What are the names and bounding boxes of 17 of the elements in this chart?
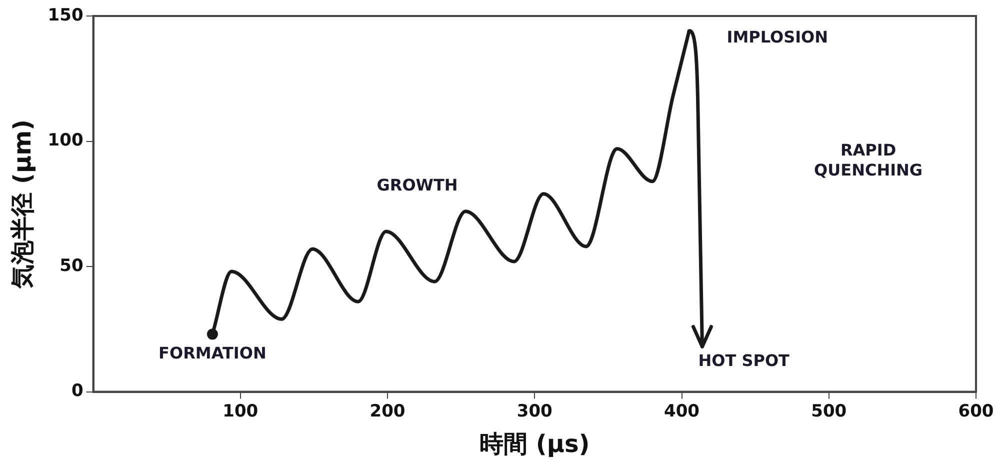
x-tick-label: 500 (811, 401, 847, 422)
x-tick-label: 100 (222, 401, 258, 422)
x-tick-label: 200 (370, 401, 406, 422)
x-tick-label: 400 (664, 401, 700, 422)
annotation: GROWTH (376, 175, 458, 194)
annotation: HOT SPOT (698, 350, 790, 370)
annotation: IMPLOSION (726, 28, 828, 47)
x-tick-label: 300 (516, 401, 553, 422)
y-tick-label: 150 (48, 5, 84, 26)
annotation: FORMATION (158, 343, 266, 362)
x-axis-title: 時間 (μs) (480, 430, 590, 458)
x-tick-label: 600 (958, 401, 994, 422)
y-tick-label: 100 (48, 130, 84, 151)
y-tick-label: 0 (71, 381, 84, 402)
annotation: RAPID QUENCHING (814, 140, 923, 180)
y-axis-title: 気泡半径 (μm) (8, 119, 37, 290)
y-tick-label: 50 (60, 256, 84, 276)
